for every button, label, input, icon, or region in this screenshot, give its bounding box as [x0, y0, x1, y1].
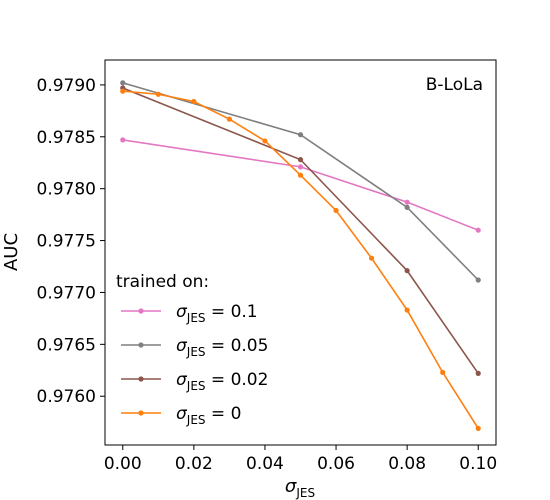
- series-3: [120, 88, 481, 431]
- data-point: [191, 98, 197, 105]
- data-point: [120, 80, 126, 86]
- data-point: [475, 425, 481, 431]
- series-0: [120, 137, 481, 233]
- data-point: [440, 369, 446, 375]
- plot-frame: [104, 59, 497, 446]
- legend-subscript: JES: [186, 379, 206, 393]
- legend-value: = 0.02: [206, 370, 269, 390]
- data-point: [297, 132, 304, 138]
- series-line: [122, 87, 479, 374]
- data-point: [297, 172, 304, 178]
- y-tick-label: 0.9790: [37, 76, 96, 96]
- legend-entry: σJES = 0.05: [121, 336, 268, 359]
- series-layer: [120, 80, 481, 431]
- data-point: [120, 137, 126, 143]
- data-point: [404, 307, 410, 313]
- y-axis-label: AUC: [1, 233, 22, 271]
- x-tick-label: 0.08: [388, 454, 426, 474]
- y-tick-label: 0.9765: [37, 335, 96, 355]
- legend-value: = 0.1: [206, 302, 258, 322]
- legend-symbol: σ: [176, 302, 188, 322]
- x-axis-label-subscript: JES: [295, 486, 315, 500]
- data-point: [262, 138, 268, 144]
- x-tick-label: 0.04: [246, 454, 284, 474]
- series-line: [122, 82, 479, 281]
- series-2: [120, 85, 481, 376]
- y-axis-ticks: 0.9760 0.9765 0.9770 0.9775 0.9780 0.9785 0.97…: [37, 76, 105, 407]
- data-point: [404, 204, 410, 210]
- x-axis-ticks: 0.00 0.02 0.04 0.06 0.08 0.10: [104, 445, 497, 474]
- x-axis-label-symbol: σ: [285, 476, 297, 497]
- legend-symbol: σ: [176, 336, 188, 356]
- data-point: [368, 255, 375, 261]
- legend-label: σJES = 0.02: [176, 370, 268, 393]
- legend-value: = 0.05: [206, 336, 269, 356]
- data-point: [297, 157, 304, 163]
- y-tick-label: 0.9775: [37, 232, 96, 252]
- legend-label: σJES = 0: [176, 404, 241, 427]
- data-point: [297, 164, 304, 170]
- x-tick-label: 0.02: [175, 454, 213, 474]
- y-tick-label: 0.9780: [37, 180, 96, 200]
- data-point: [226, 116, 233, 122]
- legend-value: = 0: [206, 404, 242, 424]
- legend-subscript: JES: [186, 345, 206, 359]
- legend-swatch-marker: [138, 342, 144, 348]
- legend-label: σJES = 0.05: [176, 336, 268, 359]
- x-tick-label: 0.00: [104, 454, 142, 474]
- legend-swatch-marker: [138, 308, 144, 314]
- series-line: [122, 139, 479, 231]
- legend-swatch-marker: [138, 410, 144, 416]
- y-tick-label: 0.9770: [37, 283, 96, 303]
- data-point: [120, 88, 126, 94]
- data-point: [333, 207, 339, 214]
- y-tick-label: 0.9785: [37, 128, 96, 148]
- data-point: [475, 277, 481, 283]
- legend-entry: σJES = 0.02: [121, 370, 268, 393]
- y-tick-label: 0.9760: [37, 387, 96, 407]
- legend-subscript: JES: [186, 413, 206, 427]
- data-point: [404, 199, 410, 205]
- annotation-label: B-LoLa: [426, 75, 483, 95]
- legend-swatch-marker: [138, 376, 144, 382]
- x-tick-label: 0.06: [317, 454, 355, 474]
- data-point: [155, 91, 161, 97]
- legend-title: trained on:: [116, 272, 209, 292]
- legend-entry: σJES = 0.1: [121, 302, 258, 325]
- legend-label: σJES = 0.1: [176, 302, 258, 325]
- data-point: [475, 227, 481, 233]
- series-1: [120, 80, 481, 283]
- data-point: [475, 370, 481, 376]
- legend-symbol: σ: [176, 370, 188, 390]
- x-axis-label: σJES: [285, 476, 315, 500]
- legend-entry: σJES = 0: [121, 404, 241, 427]
- legend-symbol: σ: [176, 404, 188, 424]
- legend-subscript: JES: [186, 311, 206, 325]
- x-tick-label: 0.10: [459, 454, 497, 474]
- data-point: [404, 268, 410, 274]
